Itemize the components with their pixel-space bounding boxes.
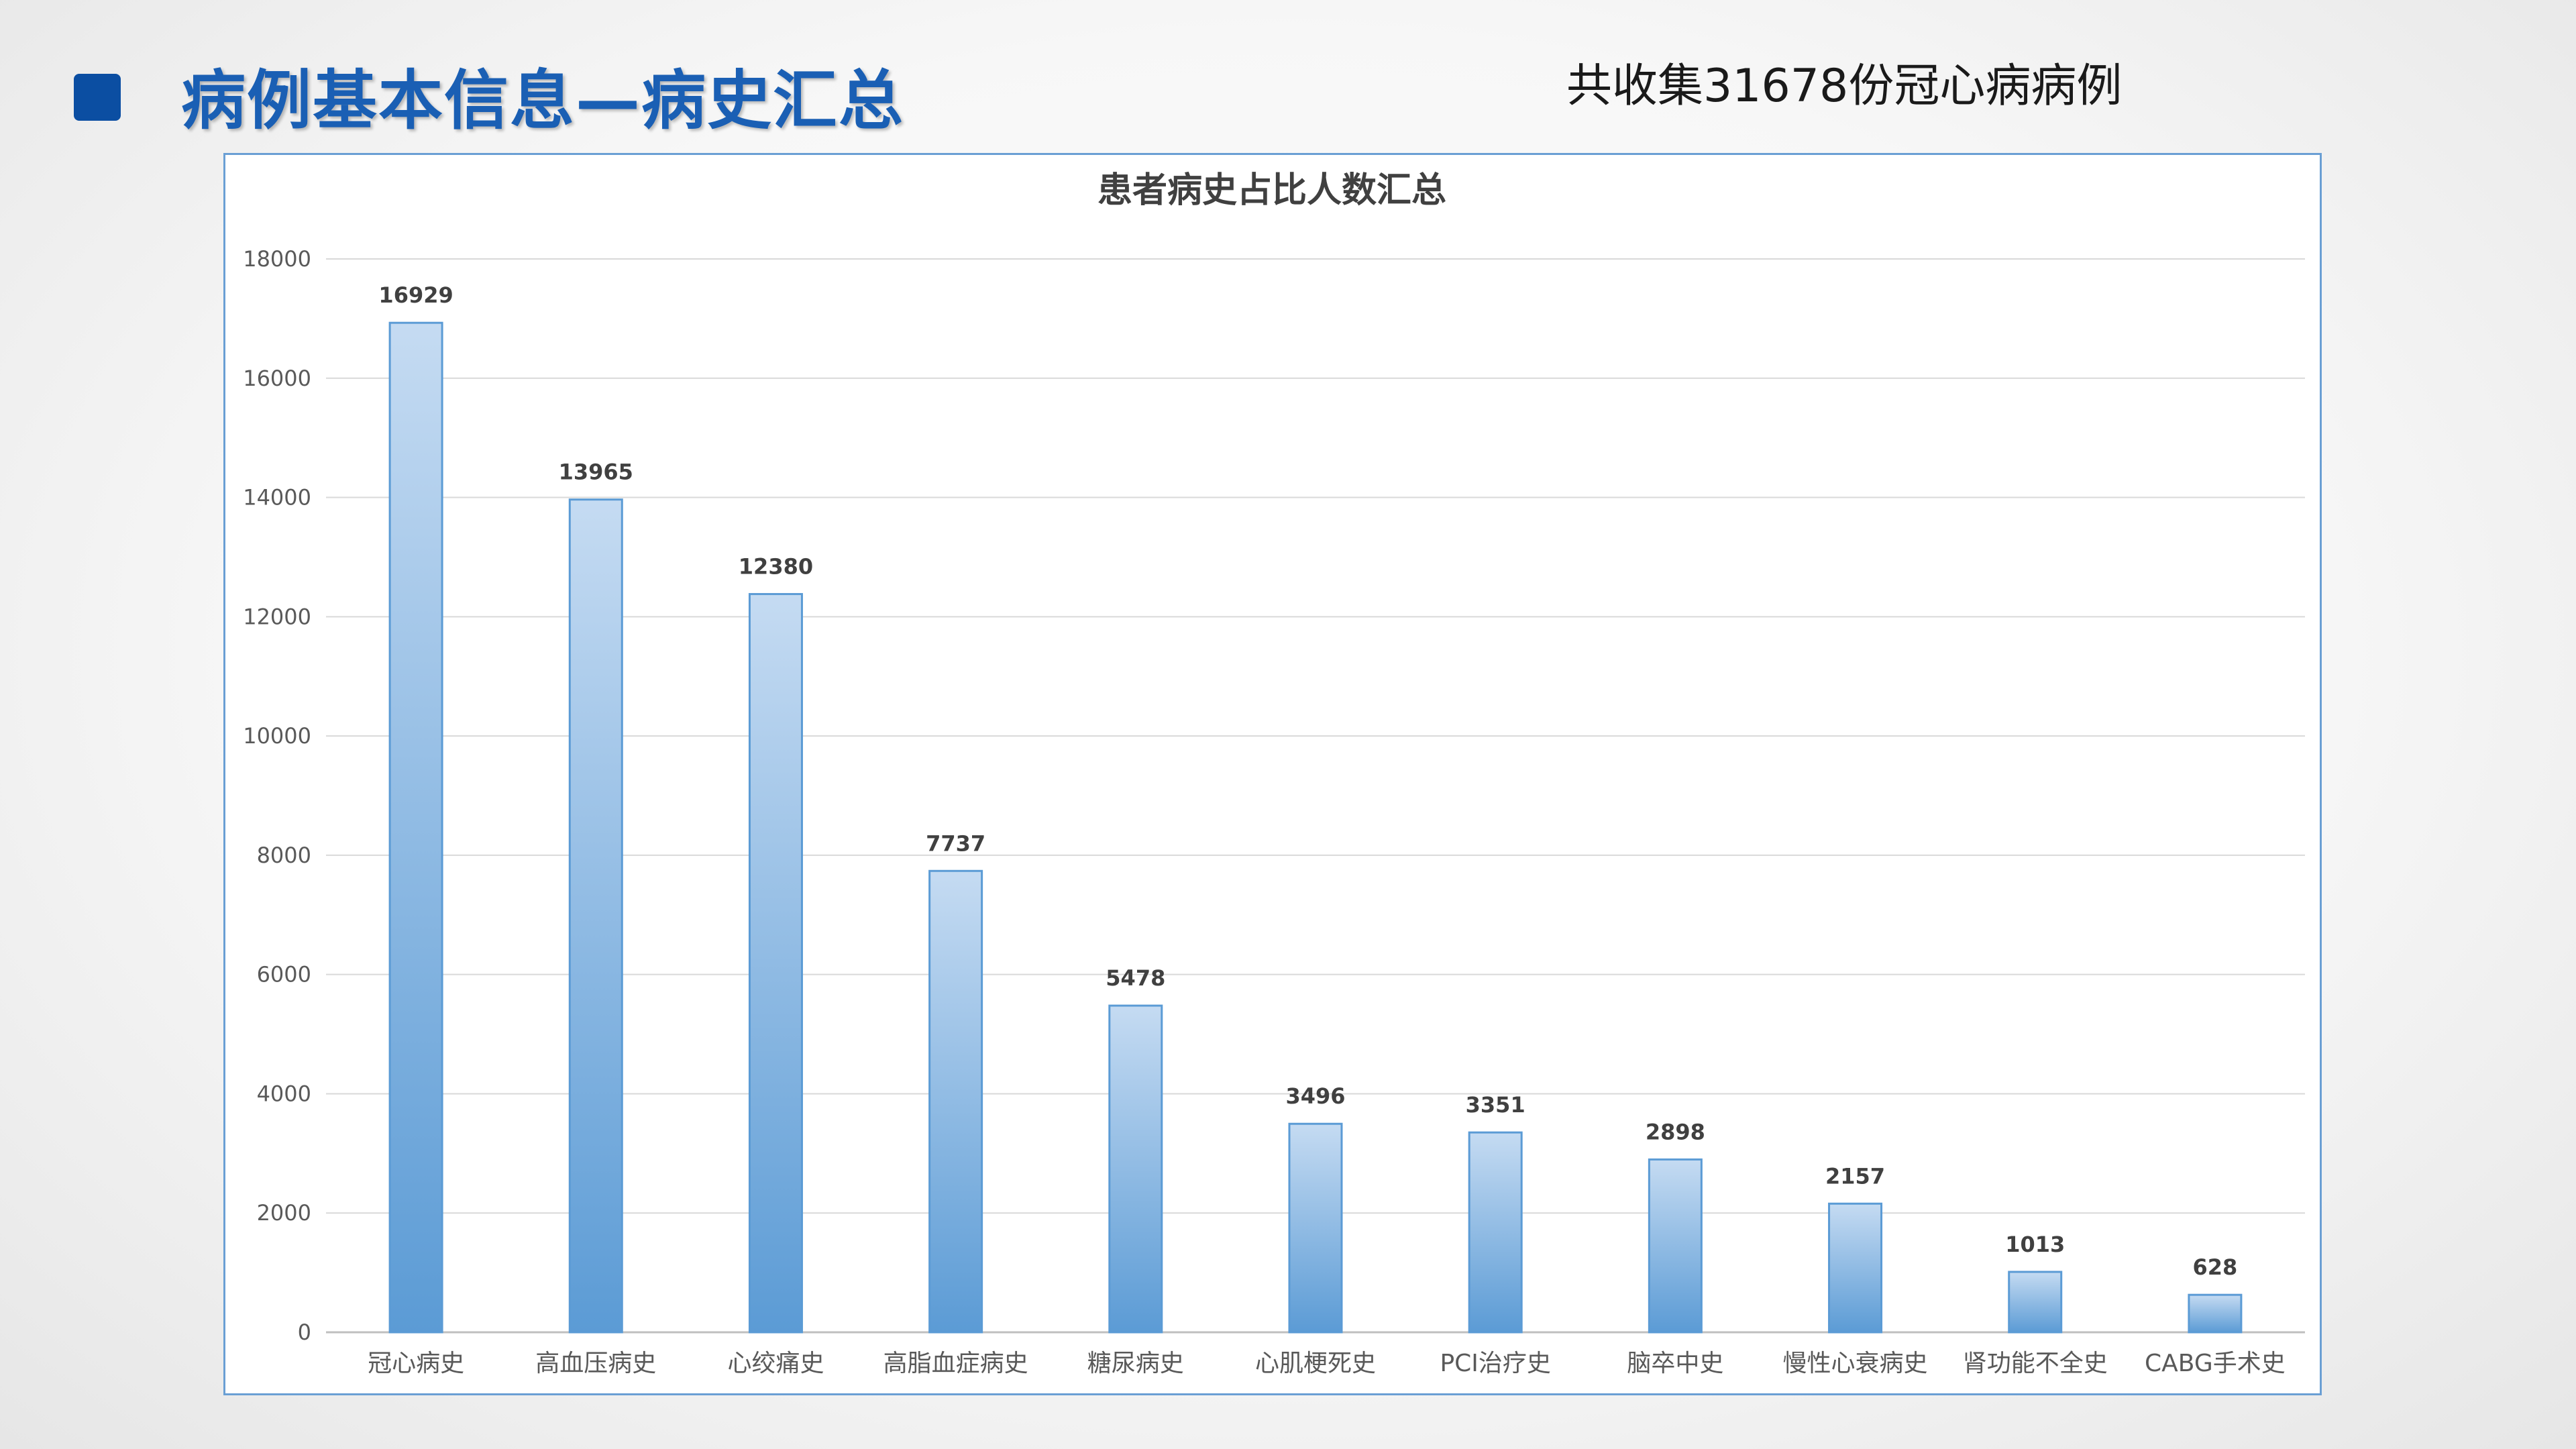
- y-tick-label: 6000: [257, 962, 311, 987]
- y-tick-label: 12000: [243, 604, 311, 629]
- y-tick-label: 8000: [257, 843, 311, 868]
- y-tick-label: 2000: [257, 1200, 311, 1226]
- category-label: 高脂血症病史: [883, 1350, 1028, 1377]
- data-label: 1013: [2005, 1232, 2065, 1257]
- category-label: 肾功能不全史: [1963, 1350, 2108, 1377]
- bar: [2188, 1293, 2243, 1334]
- data-label: 3351: [1466, 1092, 1525, 1118]
- bar: [1288, 1122, 1343, 1334]
- y-axis-ticks: 0 2000 4000 6000 8000 10000 12000 14000 16000 180…: [243, 246, 311, 1345]
- bar-chart: 患者病史占比人数汇总 0 2000 4000 6000 8000 10000 12000 14…: [243, 170, 2305, 1377]
- bar: [568, 498, 623, 1334]
- data-label: 2157: [1825, 1163, 1885, 1189]
- category-label: 冠心病史: [368, 1350, 464, 1377]
- chart-container: 患者病史占比人数汇总 0 2000 4000 6000 8000 10000 12000 14…: [223, 153, 2322, 1395]
- bar: [928, 869, 983, 1334]
- y-tick-label: 4000: [257, 1081, 311, 1106]
- bar: [1468, 1131, 1523, 1334]
- category-label: 心肌梗死史: [1255, 1350, 1376, 1377]
- bar: [1828, 1202, 1883, 1334]
- gridlines: [326, 258, 2305, 1334]
- bar: [388, 321, 443, 1334]
- category-label: CABG手术史: [2145, 1350, 2286, 1377]
- data-label: 12380: [739, 554, 813, 580]
- data-label: 13965: [559, 460, 633, 485]
- category-labels: 冠心病史 高血压病史 心绞痛史 高脂血症病史 糖尿病史 心肌梗死史 PCI治疗史 脑卒中史 慢性…: [368, 1350, 2286, 1377]
- data-label: 628: [2193, 1254, 2238, 1280]
- case-count-note: 共收集31678份冠心病病例: [1566, 60, 2123, 113]
- data-label: 16929: [378, 282, 453, 308]
- category-label: 慢性心衰病史: [1783, 1350, 1928, 1377]
- category-label: 糖尿病史: [1087, 1350, 1184, 1377]
- bars: [388, 321, 2243, 1334]
- y-tick-label: 16000: [243, 366, 311, 391]
- y-tick-label: 0: [298, 1320, 311, 1345]
- category-label: 脑卒中史: [1627, 1350, 1723, 1377]
- data-label: 7737: [926, 830, 985, 856]
- category-label: 高血压病史: [535, 1350, 656, 1377]
- title-bullet-square: [74, 74, 121, 121]
- bar: [2008, 1271, 2063, 1334]
- category-label: 心绞痛史: [727, 1350, 824, 1377]
- data-label: 2898: [1646, 1119, 1705, 1144]
- data-label: 5478: [1106, 965, 1165, 991]
- y-tick-label: 18000: [243, 246, 311, 272]
- bar: [748, 593, 803, 1334]
- page-title: 病例基本信息—病史汇总: [181, 63, 904, 138]
- bar: [1648, 1158, 1703, 1334]
- y-tick-label: 14000: [243, 485, 311, 511]
- category-label: PCI治疗史: [1440, 1350, 1550, 1377]
- data-labels: 16929 13965 12380 7737 5478 3496 3351 2898 2157 1…: [378, 282, 2237, 1280]
- y-tick-label: 10000: [243, 723, 311, 749]
- bar: [1108, 1004, 1163, 1334]
- data-label: 3496: [1285, 1083, 1345, 1109]
- chart-title: 患者病史占比人数汇总: [1097, 170, 1446, 211]
